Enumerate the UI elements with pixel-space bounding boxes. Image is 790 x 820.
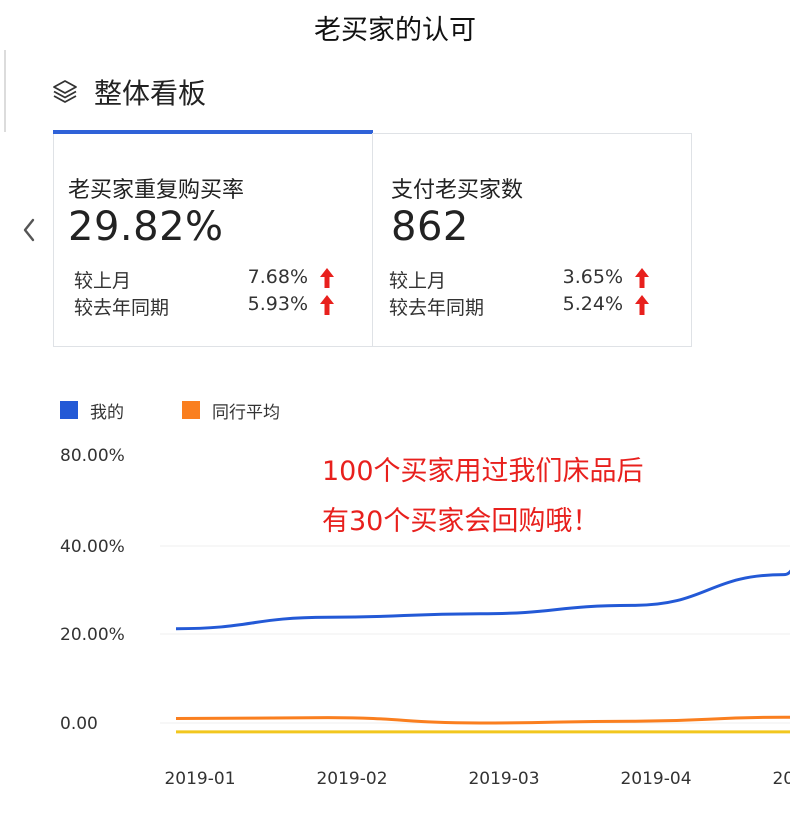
comparison-row: 较上月 3.65% bbox=[389, 266, 649, 292]
comparison-label: 较上月 bbox=[389, 270, 447, 292]
chevron-left-icon[interactable] bbox=[21, 216, 37, 244]
y-tick-label: 40.00% bbox=[60, 537, 125, 557]
x-tick-label: 2019-05 bbox=[772, 769, 790, 789]
series-line-0 bbox=[175, 569, 790, 631]
annotation-text: 100个买家用过我们床品后 有30个买家会回购哦！ bbox=[322, 447, 644, 547]
comparison-value: 3.65% bbox=[562, 266, 623, 288]
y-tick-label: 80.00% bbox=[60, 446, 125, 466]
annotation-line-1: 100个买家用过我们床品后 bbox=[322, 456, 644, 487]
board-header: 整体看板 bbox=[4, 50, 790, 132]
series-line-1 bbox=[175, 715, 790, 725]
metric-value: 29.82% bbox=[68, 204, 224, 250]
x-tick-label: 2019-01 bbox=[164, 769, 235, 789]
arrow-up-icon bbox=[635, 295, 649, 315]
board-title: 整体看板 bbox=[94, 77, 207, 110]
comparison-value: 5.24% bbox=[562, 293, 623, 315]
line-chart: 80.00% 40.00% 20.00% 0.00 2019-01 2019-02 2019… bbox=[60, 446, 790, 789]
metric-card-repeat-rate[interactable]: 老买家重复购买率 29.82% 较上月 7.68% 较去年同期 5.93% bbox=[53, 130, 373, 347]
annotation-line-2: 有30个买家会回购哦！ bbox=[322, 506, 600, 537]
arrow-up-icon bbox=[320, 295, 334, 315]
legend-label: 我的 bbox=[90, 403, 124, 423]
metric-value: 862 bbox=[391, 204, 469, 250]
comparison-value: 5.93% bbox=[247, 293, 308, 315]
comparison-row: 较去年同期 5.93% bbox=[74, 293, 334, 319]
page-title: 老买家的认可 bbox=[314, 15, 476, 46]
comparison-label: 较上月 bbox=[74, 270, 132, 292]
metric-name: 老买家重复购买率 bbox=[68, 178, 245, 203]
arrow-up-icon bbox=[320, 268, 334, 288]
metric-name: 支付老买家数 bbox=[391, 178, 524, 203]
legend-swatch bbox=[182, 401, 200, 419]
comparison-label: 较去年同期 bbox=[389, 297, 485, 319]
y-tick-label: 0.00 bbox=[60, 714, 98, 734]
x-tick-label: 2019-02 bbox=[316, 769, 387, 789]
x-tick-label: 2019-03 bbox=[468, 769, 539, 789]
legend-label: 同行平均 bbox=[212, 403, 280, 423]
x-tick-label: 2019-04 bbox=[620, 769, 691, 789]
metric-card-paying-buyers[interactable]: 支付老买家数 862 较上月 3.65% 较去年同期 5.24% bbox=[372, 133, 692, 347]
arrow-up-icon bbox=[635, 268, 649, 288]
y-tick-label: 20.00% bbox=[60, 625, 125, 645]
comparison-label: 较去年同期 bbox=[74, 297, 170, 319]
comparison-row: 较上月 7.68% bbox=[74, 266, 334, 292]
legend-swatch bbox=[60, 401, 78, 419]
layers-icon bbox=[52, 78, 78, 108]
prev-button[interactable] bbox=[14, 210, 44, 250]
comparison-value: 7.68% bbox=[247, 266, 308, 288]
comparison-row: 较去年同期 5.24% bbox=[389, 293, 649, 319]
